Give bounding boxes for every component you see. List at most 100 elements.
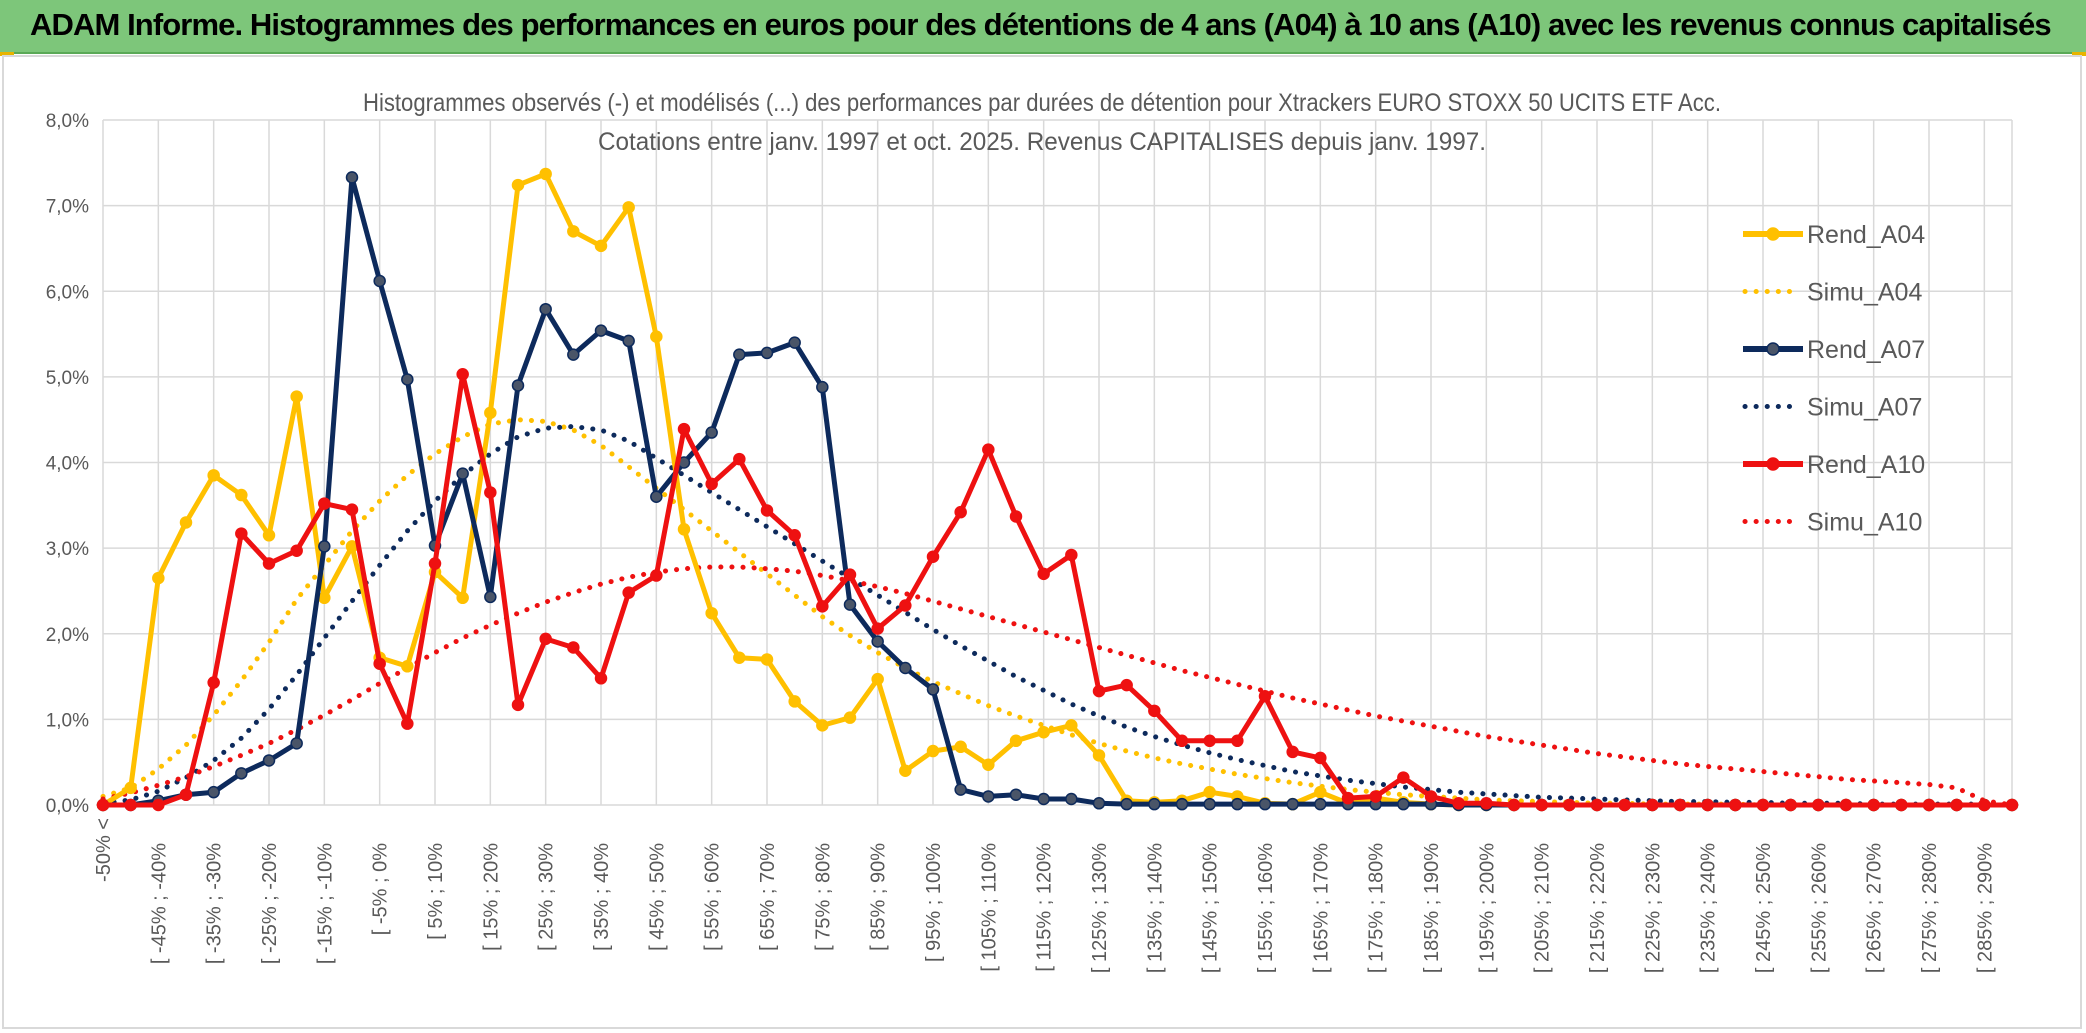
data-point-Rend_A10 <box>456 368 469 381</box>
corner-mark-left <box>0 52 14 56</box>
data-point-Rend_A07 <box>1397 797 1410 811</box>
data-point-Rend_A07 <box>207 785 220 799</box>
data-point-Rend_A04 <box>982 758 995 772</box>
series-Simu_A07 <box>100 424 2015 807</box>
legend: Rend_A04 Simu_A04 Rend_A07 Simu_A07 Rend_A10… <box>1742 221 1925 537</box>
x-tick-label: [ -35% ; -30% <box>204 843 226 964</box>
report-title: ADAM Informe. Histogrammes des performan… <box>30 7 2052 42</box>
legend-item-Rend_A10: Rend_A10 <box>1743 451 1925 479</box>
grid-layer <box>102 119 2013 806</box>
legend-label: Rend_A10 <box>1807 451 1925 479</box>
x-tick-label: [ 255% ; 260% <box>1808 843 1830 973</box>
data-point-Rend_A10 <box>290 544 303 557</box>
data-point-Rend_A04 <box>1009 734 1023 748</box>
data-point-Rend_A10 <box>1314 751 1327 765</box>
data-point-Rend_A04 <box>1314 785 1327 799</box>
data-point-Rend_A07 <box>235 767 248 780</box>
series-Rend_A04 <box>96 167 2019 812</box>
series-Rend_A10 <box>96 368 2019 812</box>
data-point-Rend_A07 <box>373 274 386 288</box>
data-point-Rend_A07 <box>982 790 995 803</box>
data-point-Rend_A07 <box>1286 797 1299 811</box>
data-point-Rend_A10 <box>152 798 165 812</box>
data-point-Rend_A10 <box>1092 684 1106 698</box>
data-point-Rend_A10 <box>1895 798 1908 812</box>
data-point-Rend_A10 <box>567 641 580 654</box>
series-Simu_A10 <box>100 564 2015 808</box>
y-tick-label: 6,0% <box>46 282 89 303</box>
y-tick-label: 7,0% <box>46 197 89 218</box>
x-tick-label: [ 5% ; 10% <box>425 843 447 940</box>
data-point-Rend_A07 <box>1009 788 1023 801</box>
data-point-Rend_A10 <box>511 698 525 712</box>
data-point-Rend_A10 <box>1231 734 1244 748</box>
data-point-Rend_A04 <box>954 740 967 754</box>
data-point-Rend_A04 <box>1092 749 1106 762</box>
data-point-Rend_A10 <box>816 600 829 613</box>
data-point-Rend_A04 <box>511 178 525 192</box>
data-point-Rend_A04 <box>290 390 303 403</box>
data-point-Rend_A04 <box>1037 725 1050 739</box>
x-tick-label: [ 55% ; 60% <box>702 843 724 951</box>
series-line-Rend_A10 <box>100 371 2015 808</box>
data-point-Rend_A04 <box>843 711 857 724</box>
legend-item-Rend_A04: Rend_A04 <box>1743 221 1925 249</box>
data-point-Rend_A07 <box>1203 797 1216 811</box>
x-tick-label: -50% < <box>93 818 115 882</box>
series-layer <box>96 167 2019 812</box>
data-point-Rend_A04 <box>926 744 940 758</box>
series-Rend_A07 <box>96 171 2019 812</box>
data-point-Rend_A10 <box>788 529 801 542</box>
data-point-Rend_A10 <box>1203 734 1216 748</box>
data-point-Rend_A10 <box>1563 798 1576 812</box>
x-tick-label: [ 35% ; 40% <box>591 843 613 951</box>
x-tick-label: [ 175% ; 180% <box>1366 843 1388 973</box>
data-point-Rend_A10 <box>1729 798 1742 812</box>
x-tick-label: [ 285% ; 290% <box>1974 843 1996 973</box>
data-point-Rend_A10 <box>843 568 857 581</box>
data-point-Rend_A10 <box>1618 798 1631 812</box>
data-point-Rend_A10 <box>124 798 137 812</box>
x-tick-label: [ 165% ; 170% <box>1310 843 1332 973</box>
data-point-Rend_A10 <box>594 672 608 685</box>
x-tick-label: [ 85% ; 90% <box>868 843 890 951</box>
x-tick-label: [ 265% ; 270% <box>1864 843 1886 973</box>
data-point-Rend_A07 <box>871 635 884 648</box>
data-point-Rend_A10 <box>1507 798 1521 812</box>
x-axis-labels: -50% < [ -45% ; -40% [ -35% ; -30% [ -25% ;… <box>93 818 1996 973</box>
x-tick-label: [ 245% ; 250% <box>1753 843 1775 973</box>
data-point-Rend_A10 <box>401 717 414 730</box>
x-tick-label: [ 185% ; 190% <box>1421 843 1443 973</box>
data-point-Rend_A07 <box>484 590 497 604</box>
data-point-Rend_A10 <box>1175 734 1189 748</box>
data-point-Rend_A10 <box>1673 798 1687 812</box>
data-point-Rend_A07 <box>290 737 303 750</box>
data-point-Rend_A07 <box>1092 797 1106 810</box>
data-point-Rend_A07 <box>594 324 608 337</box>
data-point-Rend_A04 <box>705 606 718 620</box>
y-tick-label: 0,0% <box>46 796 89 817</box>
data-point-Rend_A07 <box>1314 797 1327 811</box>
data-point-Rend_A07 <box>1065 792 1078 806</box>
series-line-Rend_A04 <box>100 171 2015 808</box>
data-point-Rend_A10 <box>318 497 331 510</box>
legend-item-Simu_A10: Simu_A10 <box>1742 509 1922 537</box>
data-point-Rend_A07 <box>1120 797 1133 811</box>
data-point-Rend_A10 <box>954 505 967 519</box>
data-point-Rend_A10 <box>1922 798 1936 812</box>
data-point-Rend_A10 <box>345 503 359 516</box>
x-tick-label: [ -5% ; 0% <box>370 843 392 935</box>
x-tick-label: [ -15% ; -10% <box>314 843 336 964</box>
data-point-Rend_A04 <box>124 781 137 795</box>
data-point-Rend_A04 <box>179 516 193 529</box>
data-point-Rend_A07 <box>843 598 857 611</box>
series-Simu_A04 <box>100 417 2015 808</box>
data-point-Rend_A04 <box>262 529 276 542</box>
legend-marker <box>1766 342 1780 356</box>
legend-label: Simu_A10 <box>1807 509 1922 537</box>
data-point-Rend_A07 <box>650 490 663 503</box>
chart-frame <box>2 55 2082 1029</box>
data-point-Rend_A04 <box>318 591 331 605</box>
data-point-Rend_A10 <box>1120 678 1133 692</box>
